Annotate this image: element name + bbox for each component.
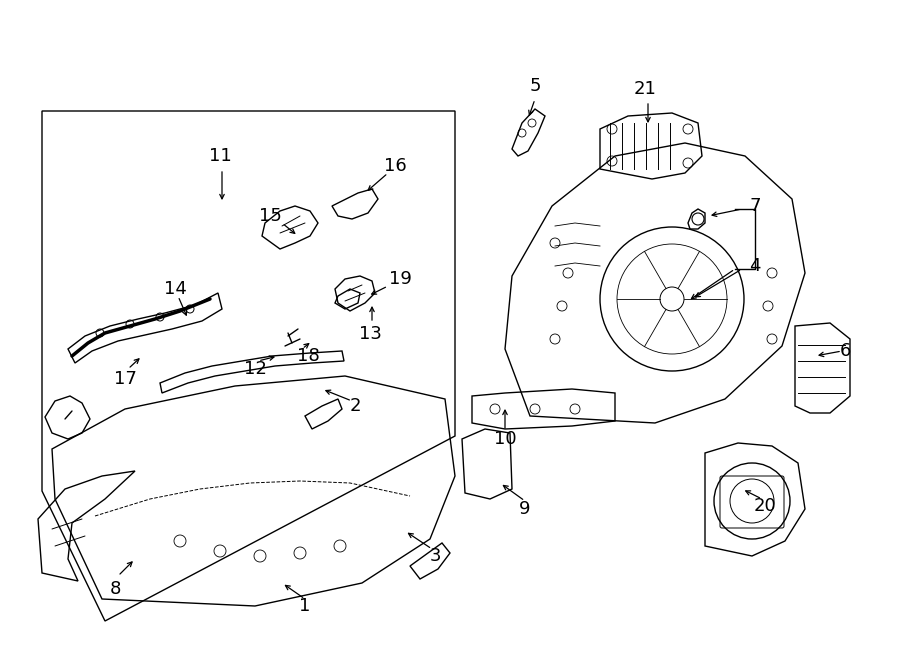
Text: 18: 18 <box>297 347 320 365</box>
Text: 2: 2 <box>349 397 361 415</box>
Text: 15: 15 <box>258 207 282 225</box>
Text: 20: 20 <box>753 497 777 515</box>
Text: 14: 14 <box>164 280 186 298</box>
Text: 11: 11 <box>209 147 231 165</box>
Text: 12: 12 <box>244 360 266 378</box>
Text: 17: 17 <box>113 370 137 388</box>
Text: 7: 7 <box>749 197 760 215</box>
Text: 9: 9 <box>519 500 531 518</box>
Text: 10: 10 <box>494 430 517 448</box>
Text: 19: 19 <box>389 270 411 288</box>
Text: 13: 13 <box>358 325 382 343</box>
Text: 4: 4 <box>749 257 760 275</box>
Text: 6: 6 <box>840 342 850 360</box>
Text: 5: 5 <box>529 77 541 95</box>
Text: 3: 3 <box>429 547 441 565</box>
Text: 1: 1 <box>300 597 310 615</box>
Text: 8: 8 <box>109 580 121 598</box>
Text: 21: 21 <box>634 80 656 98</box>
Text: 16: 16 <box>383 157 407 175</box>
